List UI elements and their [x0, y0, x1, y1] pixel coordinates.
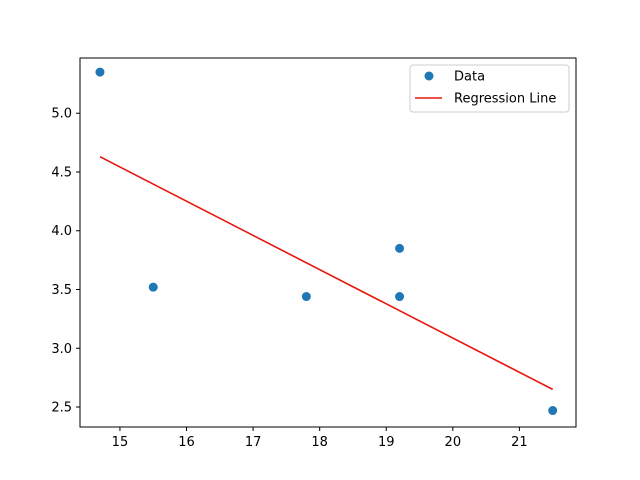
x-tick-label: 18 — [311, 435, 328, 450]
data-point — [548, 406, 558, 416]
y-tick-label: 3.5 — [51, 283, 72, 298]
data-point — [395, 243, 405, 253]
data-point — [148, 282, 158, 292]
y-tick-label: 3.0 — [51, 342, 72, 357]
x-tick-label: 16 — [178, 435, 195, 450]
data-point — [301, 292, 311, 302]
regression-line — [99, 156, 554, 391]
x-axis: 15 16 17 18 19 20 21 — [112, 427, 528, 450]
x-tick-label: 21 — [511, 435, 528, 450]
y-tick-label: 4.5 — [51, 165, 72, 180]
legend-label: Regression Line — [454, 92, 556, 107]
y-tick-label: 5.0 — [51, 107, 72, 122]
y-tick-label: 2.5 — [51, 401, 72, 416]
axes-frame — [79, 57, 577, 428]
data-point — [395, 292, 405, 302]
x-tick-label: 17 — [245, 435, 262, 450]
legend-marker-swatch — [424, 71, 434, 81]
legend-label: Data — [454, 70, 485, 85]
x-tick-label: 19 — [378, 435, 395, 450]
data-marks — [95, 67, 558, 416]
x-tick-label: 20 — [445, 435, 462, 450]
x-tick-label: 15 — [112, 435, 129, 450]
data-point — [95, 67, 105, 77]
y-axis: 2.5 3.0 3.5 4.0 4.5 5.0 — [51, 107, 80, 416]
y-tick-label: 4.0 — [51, 224, 72, 239]
legend: Data Regression Line — [409, 64, 570, 113]
legend-box — [409, 64, 570, 113]
